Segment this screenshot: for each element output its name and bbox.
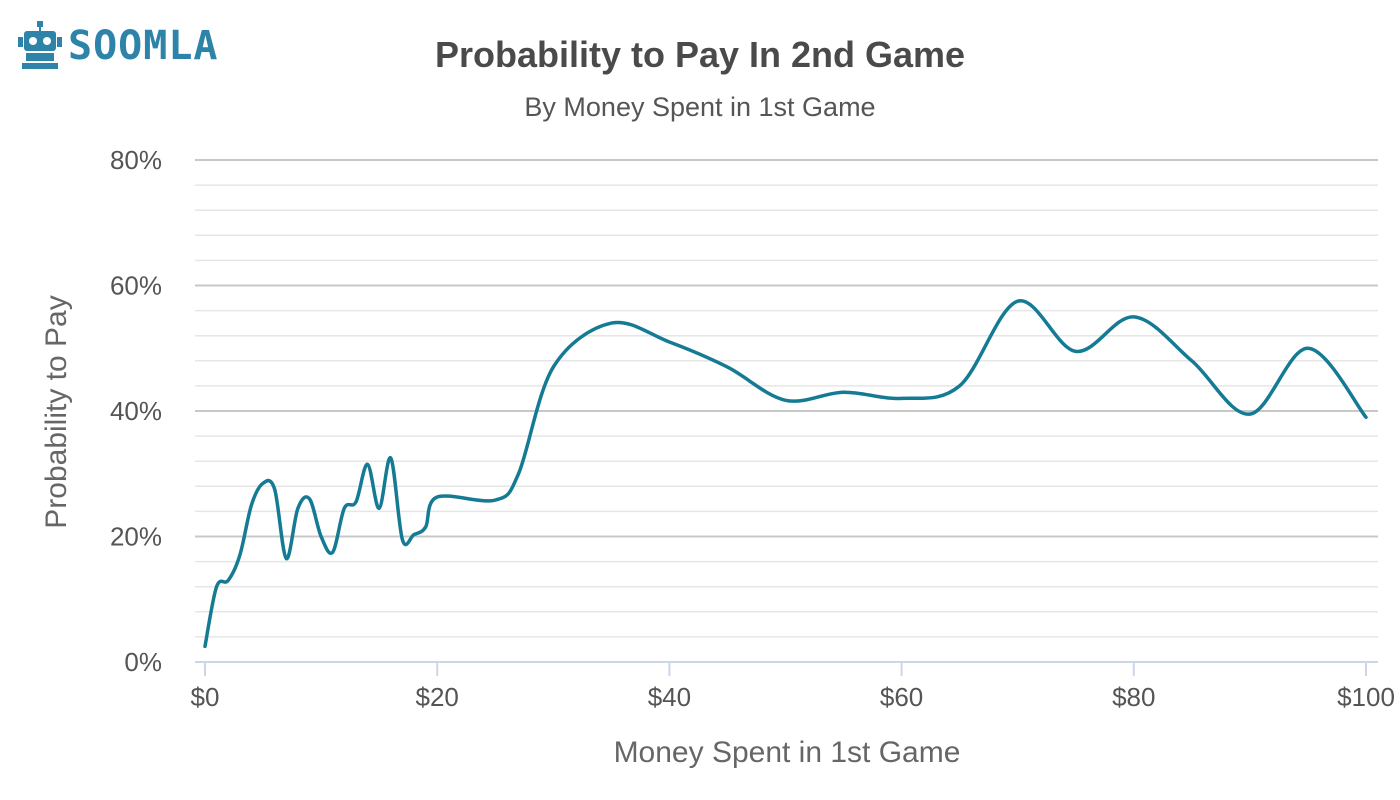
y-tick-label: 0%	[124, 647, 162, 677]
y-tick-label: 20%	[110, 522, 162, 552]
x-tick-label: $80	[1112, 682, 1155, 712]
major-gridlines	[195, 159, 1378, 538]
x-tick-label: $40	[648, 682, 691, 712]
x-tick-label: $60	[880, 682, 923, 712]
chart-title: Probability to Pay In 2nd Game	[434, 34, 966, 75]
x-tick-label: $20	[416, 682, 459, 712]
y-tick-label: 40%	[110, 396, 162, 426]
chart-subtitle: By Money Spent in 1st Game	[524, 92, 876, 122]
series-line	[203, 299, 1368, 649]
robot-icon	[18, 21, 62, 69]
x-tick-label: $0	[191, 682, 220, 712]
x-axis-title: Money Spent in 1st Game	[614, 736, 961, 769]
y-tick-label: 80%	[110, 145, 162, 175]
brand-name: SOOMLA	[68, 23, 219, 69]
x-tick-label: $100	[1337, 682, 1395, 712]
y-tick-label: 60%	[110, 271, 162, 301]
soomla-logo: SOOMLA	[18, 18, 219, 74]
y-axis-title: Probability to Pay	[40, 295, 73, 528]
x-axis-ticks: $0 $20 $40 $60 $80 $100	[191, 662, 1395, 712]
minor-gridlines	[195, 184, 1378, 638]
y-axis-ticks: 0% 20% 40% 60% 80%	[110, 145, 162, 677]
